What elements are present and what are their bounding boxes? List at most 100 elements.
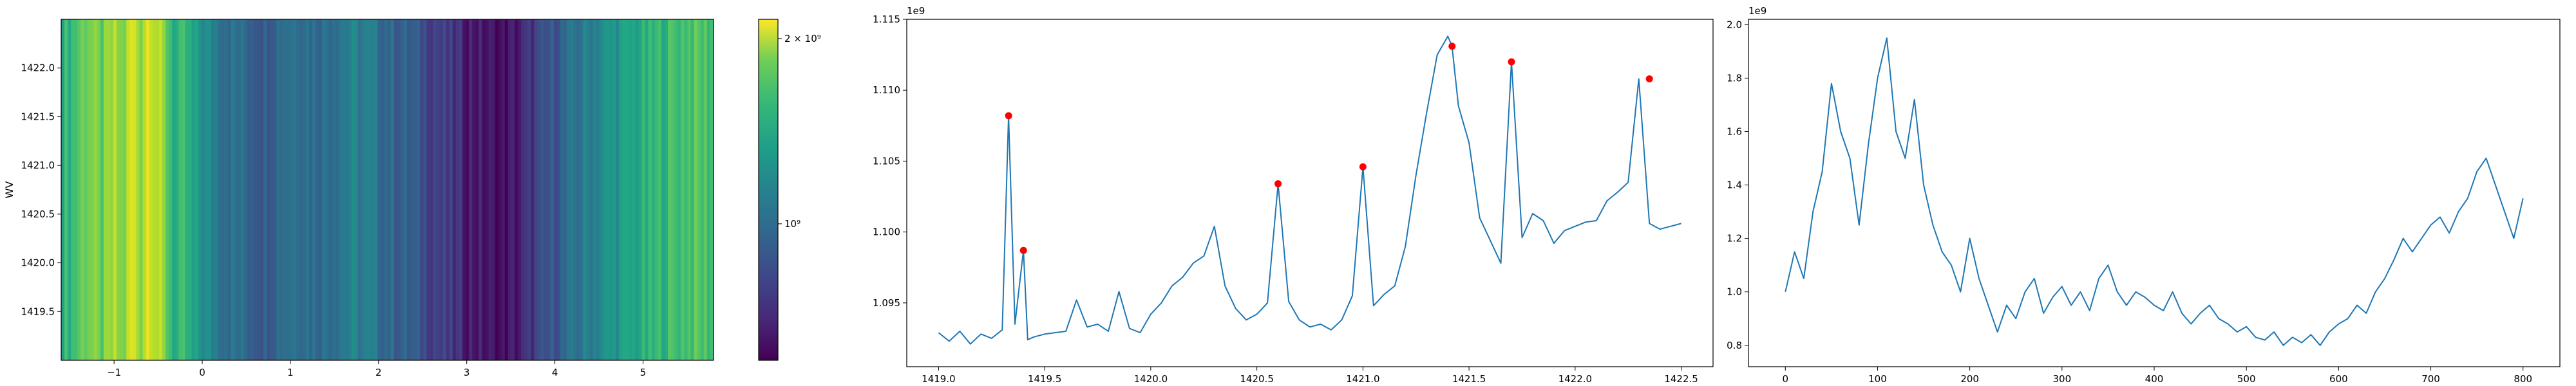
heatmap-cell [273,19,277,360]
heatmap-cell [106,19,111,360]
peak-marker [1645,75,1653,83]
heatmap-cell [681,19,685,360]
heatmap-cell [455,19,460,360]
heatmap-cell [498,19,502,360]
heatmap-cell [540,19,545,360]
heatmap-cell [553,19,558,360]
heatmap-cell [501,19,506,360]
heatmap-cell [393,19,398,360]
heatmap-cell [354,19,359,360]
heatmap-cell [136,19,140,360]
heatmap-cell [466,19,469,360]
heatmap-cell [256,19,261,360]
heatmap-cell [84,19,88,360]
y-tick-label: 1420.5 [21,208,55,220]
heatmap-panel: −1 0 1 2 3 4 5 1419.51420.01420.51421.01421.51… [3,19,714,378]
x-tick-label: 100 [1868,373,1887,385]
heatmap-cell [426,19,430,360]
heatmap-cell [227,19,231,360]
heatmap-cell [668,19,672,360]
peak-marker [1019,246,1027,254]
heatmap-cell [224,19,228,360]
heatmap-cell [368,19,372,360]
heatmap-cell [204,19,209,360]
heatmap-cell [305,19,310,360]
heatmap-cell [524,19,528,360]
heatmap-cell [357,19,362,360]
y-tick-label: 1.095 [873,297,900,309]
heatmap-cell [677,19,681,360]
heatmap-cell [397,19,401,360]
heatmap-cell [319,19,323,360]
heatmap-cell [371,19,375,360]
heatmap-cell [645,19,649,360]
heatmap-cell [390,19,395,360]
peak-marker [1005,112,1012,120]
y-tick-label: 1.105 [873,155,900,167]
heatmap-cell [547,19,551,360]
y-tick-label: 1.115 [873,14,900,25]
heatmap-cell [240,19,245,360]
y-tick-label: 1.100 [873,226,900,238]
heatmap-cell [687,19,692,360]
heatmap-cell [694,19,698,360]
heatmap-cell [612,19,616,360]
heatmap-cell [439,19,444,360]
heatmap-cell [276,19,280,360]
colorbar-frame [758,19,779,361]
heatmap-cell [433,19,437,360]
heatmap-cell [521,19,525,360]
heatmap-cell [338,19,343,360]
heatmap-cell [87,19,91,360]
heatmap-cell [64,19,68,360]
heatmap-cell [580,19,584,360]
heatmap-cell [142,19,147,360]
x-tick-label: 400 [2145,373,2164,385]
heatmap-cell [158,19,163,360]
heatmap-cell [283,19,287,360]
timeseries-y-ticks: 0.8 1.0 1.2 1.4 1.6 1.8 2.0 [1727,19,1748,351]
x-tick-label: 1 [287,367,294,378]
heatmap-cell [531,19,535,360]
heatmap-cell [243,19,248,360]
heatmap-cell [345,19,349,360]
heatmap-cell [302,19,307,360]
heatmap-cell [491,19,496,360]
x-tick-label: 1421.0 [1346,373,1380,385]
heatmap-cell [658,19,662,360]
heatmap-cell [495,19,499,360]
timeseries-offset-label: 1e9 [1748,5,1766,17]
colorbar-tick-label: 10⁹ [784,218,800,230]
heatmap-cell [341,19,346,360]
heatmap-cell [365,19,368,360]
heatmap-cell [406,19,411,360]
heatmap-cell [97,19,101,360]
heatmap-cell [335,19,339,360]
y-tick-label: 1422.0 [21,62,55,74]
heatmap-cell [253,19,258,360]
heatmap-cell [576,19,580,360]
heatmap-cell [507,19,512,360]
heatmap-cell [182,19,186,360]
heatmap-cell [178,19,183,360]
heatmap-cell [482,19,486,360]
heatmap-cell [417,19,421,360]
heatmap-cell [599,19,603,360]
y-tick-label: 1421.5 [21,111,55,122]
y-tick-label: 0.8 [1727,340,1742,351]
heatmap-cell [155,19,160,360]
heatmap-cell [308,19,313,360]
heatmap-cell [234,19,238,360]
heatmap-cell [93,19,98,360]
x-tick-label: 200 [1960,373,1979,385]
heatmap-cell [430,19,434,360]
heatmap-cell [703,19,708,360]
timeseries-series-line [1785,37,2524,346]
heatmap-cell [218,19,222,360]
y-tick-label: 1420.0 [21,257,55,269]
heatmap-cell [133,19,137,360]
heatmap-cell [706,19,711,360]
heatmap-cell [638,19,643,360]
heatmap-cell [697,19,701,360]
